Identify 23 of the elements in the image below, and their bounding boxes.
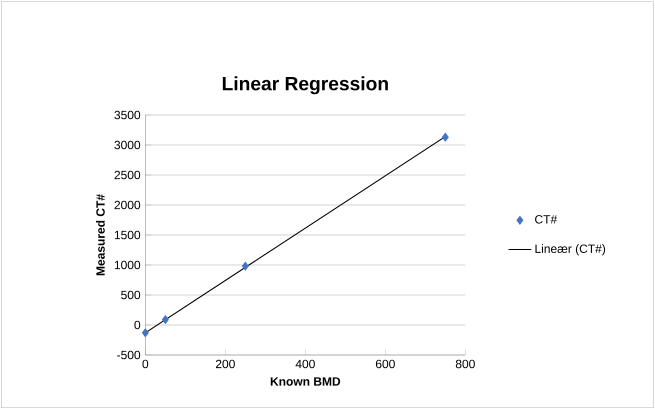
point	[162, 315, 169, 324]
y-tick-label: 1000	[114, 260, 140, 270]
legend-label: CT#	[535, 215, 558, 224]
y-tick-label: 1500	[114, 230, 140, 240]
x-tick-label: 800	[456, 360, 475, 368]
y-tick-label: 3500	[114, 110, 140, 120]
y-tick-label: 2000	[114, 200, 140, 210]
y-tick-label: 0	[134, 320, 140, 330]
point	[142, 328, 149, 338]
y-tick-label: 2500	[114, 170, 140, 180]
point	[242, 262, 249, 271]
x-tick-label: 200	[216, 360, 235, 368]
point	[442, 132, 449, 142]
y-axis-title: Measured CT#	[96, 194, 105, 276]
x-axis-title: Known BMD	[270, 377, 340, 386]
x-tick-label: 0	[142, 360, 148, 368]
y-tick-label: 500	[121, 290, 140, 300]
x-tick-label: 600	[376, 360, 395, 368]
chart-title: Linear Regression	[222, 76, 388, 94]
legend-label: Lineær (CT#)	[535, 244, 606, 256]
x-tick-label: 400	[296, 360, 315, 368]
y-tick-label: 3000	[114, 140, 140, 150]
y-tick-label: -500	[117, 350, 140, 360]
